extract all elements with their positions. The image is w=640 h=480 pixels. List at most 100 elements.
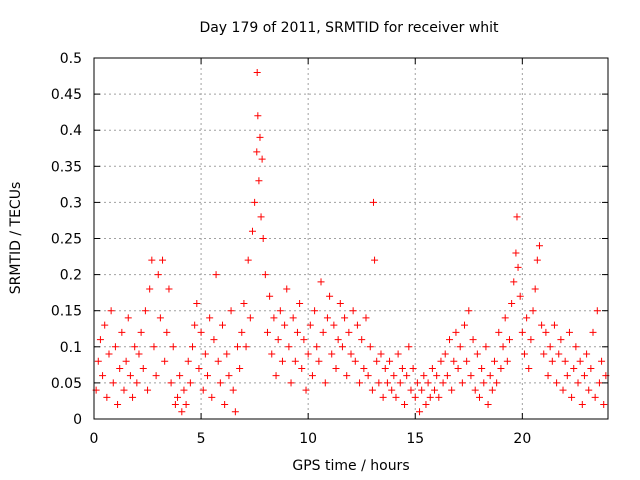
- data-point: [448, 386, 456, 394]
- data-point: [210, 336, 218, 344]
- data-point: [503, 357, 511, 365]
- data-point: [349, 307, 357, 315]
- data-point: [248, 227, 256, 235]
- data-point: [353, 321, 361, 329]
- data-point: [441, 350, 449, 358]
- data-point: [165, 285, 173, 293]
- data-point: [317, 278, 325, 286]
- data-point: [126, 372, 134, 380]
- data-point: [266, 292, 274, 300]
- data-point: [244, 256, 252, 264]
- y-tick-label: 0.15: [51, 304, 82, 320]
- data-point: [116, 364, 124, 372]
- data-point: [105, 350, 113, 358]
- data-point: [163, 328, 171, 336]
- data-point: [505, 336, 513, 344]
- data-point: [343, 372, 351, 380]
- data-point: [276, 307, 284, 315]
- data-point: [587, 364, 595, 372]
- data-point: [253, 148, 261, 156]
- data-point: [473, 350, 481, 358]
- data-point: [347, 350, 355, 358]
- data-point: [446, 336, 454, 344]
- data-point: [591, 393, 599, 401]
- data-point: [463, 357, 471, 365]
- data-point: [251, 198, 259, 206]
- data-point: [321, 379, 329, 387]
- data-point: [398, 364, 406, 372]
- data-point: [122, 357, 130, 365]
- data-point: [456, 343, 464, 351]
- data-point: [212, 271, 220, 279]
- data-point: [118, 328, 126, 336]
- y-tick-label: 0: [73, 412, 82, 428]
- data-point: [364, 372, 372, 380]
- data-point: [514, 263, 522, 271]
- data-point: [272, 372, 280, 380]
- x-tick-label: 10: [299, 431, 317, 447]
- data-point: [258, 155, 266, 163]
- data-point: [238, 328, 246, 336]
- data-point: [308, 372, 316, 380]
- data-point: [480, 379, 488, 387]
- data-point: [568, 393, 576, 401]
- data-point: [394, 350, 402, 358]
- data-point: [486, 372, 494, 380]
- data-point: [341, 314, 349, 322]
- data-point: [285, 343, 293, 351]
- data-point: [572, 343, 580, 351]
- data-point: [439, 379, 447, 387]
- data-point: [426, 393, 434, 401]
- y-tick-label: 0.35: [51, 159, 82, 175]
- data-point: [428, 364, 436, 372]
- data-points-layer: [92, 68, 610, 416]
- data-point: [371, 256, 379, 264]
- data-point: [304, 350, 312, 358]
- data-point: [144, 386, 152, 394]
- data-point: [499, 343, 507, 351]
- data-point: [368, 386, 376, 394]
- data-point: [167, 379, 175, 387]
- data-point: [458, 379, 466, 387]
- data-point: [585, 386, 593, 394]
- data-point: [293, 328, 301, 336]
- data-point: [553, 379, 561, 387]
- data-point: [454, 364, 462, 372]
- data-point: [159, 256, 167, 264]
- data-point: [302, 386, 310, 394]
- data-point: [358, 336, 366, 344]
- data-point: [268, 350, 276, 358]
- data-point: [563, 372, 571, 380]
- data-point: [180, 386, 188, 394]
- data-point: [501, 314, 509, 322]
- data-point: [589, 328, 597, 336]
- data-point: [484, 401, 492, 409]
- data-point: [109, 379, 117, 387]
- data-point: [482, 343, 490, 351]
- y-tick-label: 0.2: [60, 268, 82, 284]
- data-point: [195, 364, 203, 372]
- data-point: [512, 249, 520, 257]
- data-point: [315, 357, 323, 365]
- data-point: [546, 343, 554, 351]
- data-point: [319, 328, 327, 336]
- data-point: [465, 307, 473, 315]
- data-point: [233, 343, 241, 351]
- y-tick-label: 0.45: [51, 87, 82, 103]
- data-point: [497, 364, 505, 372]
- data-point: [254, 112, 262, 120]
- data-point: [141, 307, 149, 315]
- data-point: [189, 343, 197, 351]
- data-point: [351, 357, 359, 365]
- data-point: [178, 408, 186, 416]
- data-point: [542, 328, 550, 336]
- data-point: [111, 343, 119, 351]
- data-point: [422, 401, 430, 409]
- data-point: [291, 357, 299, 365]
- data-point: [229, 386, 237, 394]
- data-point: [135, 350, 143, 358]
- data-point: [227, 307, 235, 315]
- data-point: [214, 357, 222, 365]
- data-point: [583, 350, 591, 358]
